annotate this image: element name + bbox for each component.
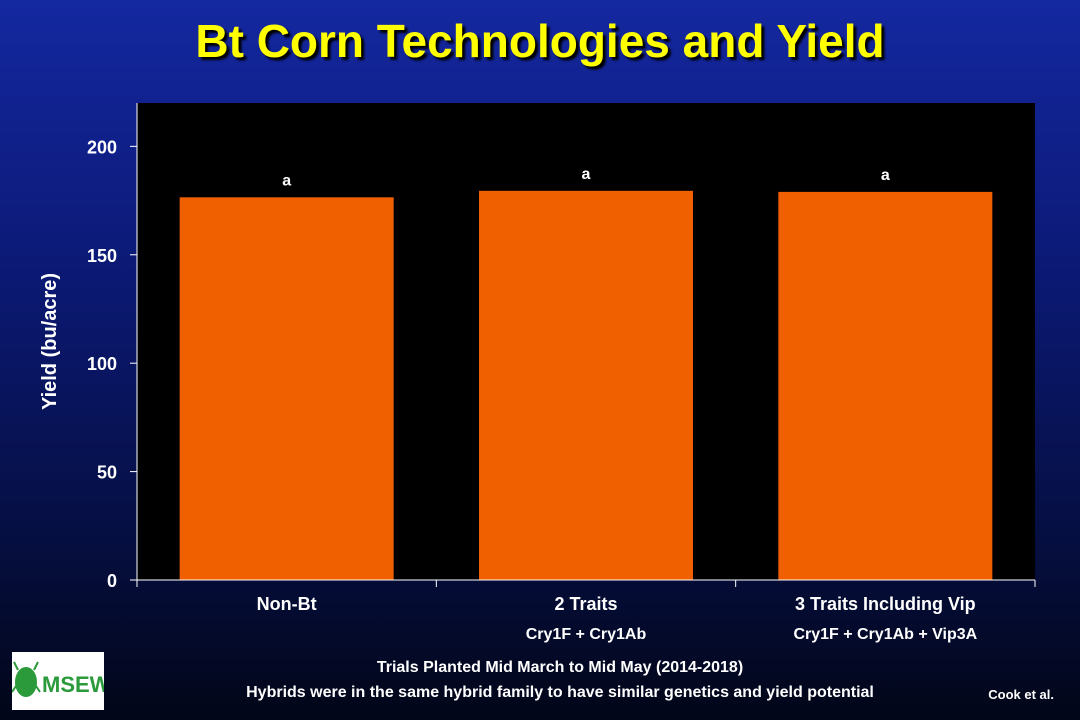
footnote-line-1: Trials Planted Mid March to Mid May (201… xyxy=(376,659,744,676)
y-tick-label-200: 200 xyxy=(87,137,117,157)
y-tick-label-150: 150 xyxy=(87,246,117,266)
x-tick-label-0: Non-Bt xyxy=(257,594,317,614)
x-tick-label-2: 3 Traits Including Vip xyxy=(795,594,976,614)
logo-wordmark: MSEWG xyxy=(42,672,104,697)
bar-0 xyxy=(179,197,394,580)
y-axis-label: Yield (bu/acre) xyxy=(39,273,61,410)
bar-label-0: a xyxy=(282,172,291,189)
bar-label-2: a xyxy=(881,167,890,184)
x-subtick-label-1: Cry1F + Cry1Ab xyxy=(526,626,647,643)
msewg-logo: MSEWG xyxy=(12,652,104,710)
bar-1 xyxy=(479,190,693,580)
footnote-line-2: Hybrids were in the same hybrid family t… xyxy=(246,684,874,701)
bar-2 xyxy=(778,191,993,581)
bar-label-1: a xyxy=(582,166,591,183)
chart-title: Bt Corn Technologies and Yield xyxy=(195,15,885,67)
x-subtick-label-2: Cry1F + Cry1Ab + Vip3A xyxy=(793,626,977,643)
y-tick-label-0: 0 xyxy=(107,571,117,591)
credit-text: Cook et al. xyxy=(988,687,1054,702)
x-tick-label-1: 2 Traits xyxy=(554,594,617,614)
y-tick-label-100: 100 xyxy=(87,354,117,374)
y-tick-label-50: 50 xyxy=(97,463,117,483)
